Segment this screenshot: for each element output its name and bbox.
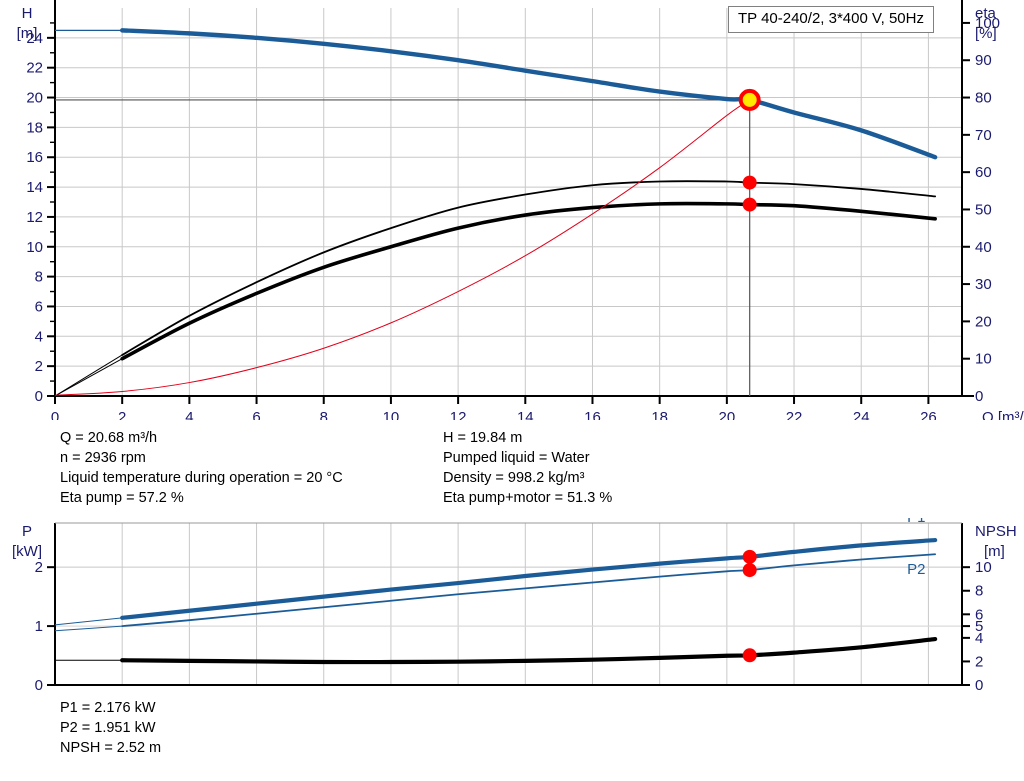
tick-label-right-20: 20 [975, 313, 992, 330]
tick-label-right-80: 80 [975, 90, 992, 107]
tick-label-npsh-10: 10 [975, 559, 992, 576]
eta-pump-motor-curve [120, 201, 937, 361]
tick-label-x-2: 2 [118, 409, 126, 420]
tick-label-npsh-6: 6 [975, 606, 983, 623]
pump-model-label: TP 40-240/2, 3*400 V, 50Hz [738, 10, 924, 27]
bottom-right-axis-title: NPSH [975, 523, 1017, 540]
tick-label-power-2: 2 [35, 559, 43, 576]
duty-info-left-line-3: Liquid temperature during operation = 20… [60, 470, 343, 486]
duty-info-right: H = 19.84 m Pumped liquid = Water Density … [443, 428, 612, 508]
tick-label-npsh-2: 2 [975, 653, 983, 670]
tick-label-x-4: 4 [185, 409, 193, 420]
tick-label-right-90: 90 [975, 52, 992, 69]
tick-label-x-10: 10 [383, 409, 400, 420]
bottom-left-axis-title: P [22, 523, 32, 540]
tick-label-left-2: 2 [35, 358, 43, 375]
duty-info-left-line-4: Eta pump = 57.2 % [60, 490, 184, 506]
tick-label-left-6: 6 [35, 298, 43, 315]
p2-curve-leadin [54, 625, 123, 632]
tick-label-npsh-4: 4 [975, 630, 983, 647]
duty-info-left-line-2: n = 2936 rpm [60, 450, 146, 466]
tick-label-npsh-5: 5 [975, 618, 983, 635]
top-right-axis-unit: [%] [975, 25, 997, 42]
tick-label-left-8: 8 [35, 269, 43, 286]
tick-label-left-10: 10 [26, 239, 43, 256]
tick-label-left-12: 12 [26, 209, 43, 226]
tick-label-npsh-8: 8 [975, 583, 983, 600]
tick-label-x-22: 22 [786, 409, 803, 420]
bottom-chart-group: 0 1 2 0 2 456 8 10 P [kW] NPSH [m] P1 P2 [12, 518, 1017, 694]
tick-label-left-4: 4 [35, 328, 43, 345]
tick-label-npsh-0: 0 [975, 677, 983, 694]
top-x-axis-title: Q [m³/h] [982, 409, 1024, 420]
duty-marker-p1 [742, 549, 757, 564]
duty-info-bottom-line-1: P1 = 2.176 kW [60, 700, 156, 716]
duty-marker-eta-pump-motor [742, 197, 757, 212]
tick-label-x-14: 14 [517, 409, 534, 420]
duty-point-marker[interactable] [738, 88, 761, 111]
pump-model-title-box: TP 40-240/2, 3*400 V, 50Hz [728, 6, 934, 33]
p1-curve [120, 537, 938, 620]
tick-label-left-18: 18 [26, 119, 43, 136]
tick-label-x-26: 26 [920, 409, 937, 420]
eta-curve-leadin [54, 358, 123, 397]
tick-label-right-40: 40 [975, 239, 992, 256]
tick-label-right-100: 100 [975, 15, 1000, 32]
p1-curve-leadin [54, 617, 123, 626]
tick-label-right-70: 70 [975, 127, 992, 144]
duty-info-left-line-1: Q = 20.68 m³/h [60, 430, 158, 446]
tick-label-x-6: 6 [252, 409, 260, 420]
duty-info-bottom-line-2: P2 = 1.951 kW [60, 720, 156, 736]
tick-label-left-22: 22 [26, 60, 43, 77]
p1-series-label: P1 [907, 518, 925, 526]
bottom-right-axis-unit: [m] [984, 543, 1005, 560]
duty-info-bottom-line-3: NPSH = 2.52 m [60, 740, 162, 756]
duty-marker-eta-pump [742, 175, 757, 190]
tick-label-right-30: 30 [975, 276, 992, 293]
tick-label-x-8: 8 [320, 409, 328, 420]
tick-label-left-24: 24 [26, 30, 43, 47]
tick-label-right-10: 10 [975, 351, 992, 368]
bottom-left-axis-unit: [kW] [12, 543, 42, 560]
tick-label-right-0: 0 [975, 388, 983, 405]
head-efficiency-chart: 0246810121416182022240102030405060708090… [17, 0, 1024, 420]
tick-label-left-20: 20 [26, 90, 43, 107]
head-curve [119, 28, 938, 160]
tick-label-right-50: 50 [975, 201, 992, 218]
tick-label-left-0: 0 [35, 388, 43, 405]
duty-marker-p2 [742, 563, 757, 578]
p2-curve [121, 553, 937, 627]
duty-info-right-line-2: Pumped liquid = Water [443, 450, 590, 466]
top-left-axis-title: H [22, 5, 33, 22]
tick-label-power-1: 1 [35, 618, 43, 635]
tick-label-right-60: 60 [975, 164, 992, 181]
tick-label-left-14: 14 [26, 179, 43, 196]
duty-info-right-line-4: Eta pump+motor = 51.3 % [443, 490, 613, 506]
tick-label-x-16: 16 [584, 409, 601, 420]
duty-info-left: Q = 20.68 m³/h n = 2936 rpm Liquid tempera… [60, 428, 343, 508]
duty-info-right-line-1: H = 19.84 m [443, 430, 523, 446]
top-left-axis-unit: [m] [17, 25, 38, 42]
top-right-axis-title: eta [975, 5, 997, 22]
duty-system-curve [54, 99, 750, 396]
tick-label-x-18: 18 [651, 409, 668, 420]
duty-marker-npsh [742, 648, 757, 663]
eta-pump-curve [121, 180, 937, 356]
duty-info-right-line-3: Density = 998.2 kg/m³ [443, 470, 585, 486]
top-chart-group: 0246810121416182022240102030405060708090… [17, 0, 1024, 420]
tick-label-left-16: 16 [26, 149, 43, 166]
tick-label-x-20: 20 [719, 409, 736, 420]
tick-label-x-24: 24 [853, 409, 870, 420]
tick-label-x-12: 12 [450, 409, 467, 420]
p2-series-label: P2 [907, 561, 925, 578]
tick-label-power-0: 0 [35, 677, 43, 694]
duty-info-bottom: P1 = 2.176 kW P2 = 1.951 kW NPSH = 2.52 m [60, 698, 161, 758]
npsh-curve [120, 636, 938, 665]
power-npsh-chart: 0 1 2 0 2 456 8 10 P [kW] NPSH [m] P1 P2 [12, 518, 1017, 694]
tick-label-x-0: 0 [51, 409, 59, 420]
